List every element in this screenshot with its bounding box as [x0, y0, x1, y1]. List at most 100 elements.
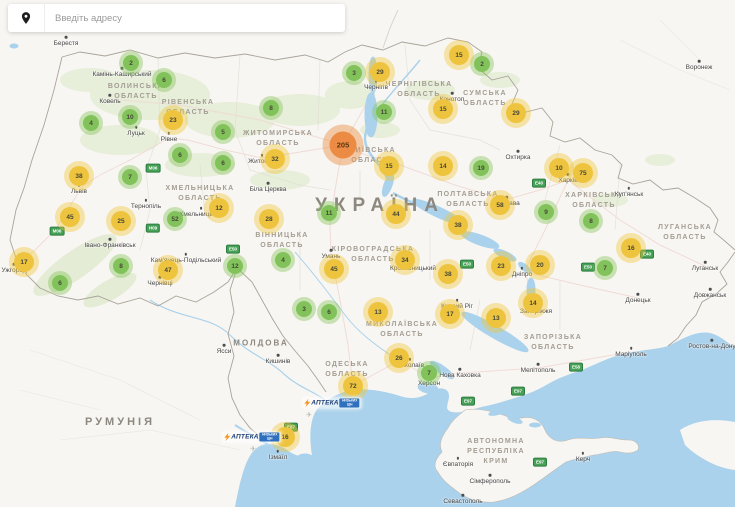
- map-cluster-marker[interactable]: 6: [156, 72, 172, 88]
- road-sign: Е50: [459, 259, 475, 269]
- road-sign: Е50: [225, 244, 241, 254]
- crimea-peninsula: [434, 408, 639, 503]
- map-cluster-marker[interactable]: 32: [265, 149, 285, 169]
- lightning-icon: [304, 398, 311, 408]
- map-cluster-marker[interactable]: 4: [83, 115, 99, 131]
- map-cluster-marker[interactable]: 7: [597, 260, 613, 276]
- map-cluster-marker[interactable]: 12: [209, 198, 229, 218]
- cluster-count: 6: [215, 155, 231, 171]
- map-cluster-marker[interactable]: 6: [321, 304, 337, 320]
- map-cluster-marker[interactable]: 4: [275, 252, 291, 268]
- map-cluster-marker[interactable]: 38: [438, 264, 458, 284]
- map-cluster-marker[interactable]: 75: [573, 163, 593, 183]
- map-cluster-marker[interactable]: 14: [433, 156, 453, 176]
- lightning-icon: [224, 432, 231, 442]
- map-cluster-marker[interactable]: 11: [321, 205, 337, 221]
- cluster-count: 14: [433, 156, 453, 176]
- map-cluster-marker[interactable]: 7: [421, 365, 437, 381]
- cluster-count: 23: [491, 256, 511, 276]
- map-cluster-marker[interactable]: 52: [167, 211, 183, 227]
- map-cluster-marker[interactable]: 8: [263, 100, 279, 116]
- map-cluster-marker[interactable]: 3: [346, 65, 362, 81]
- cluster-count: 17: [440, 304, 460, 324]
- map-cluster-marker[interactable]: 13: [486, 308, 506, 328]
- cluster-count: 32: [265, 149, 285, 169]
- road-sign: М06: [145, 163, 161, 173]
- map-cluster-marker[interactable]: 19: [473, 160, 489, 176]
- cluster-count: 15: [433, 99, 453, 119]
- map-cluster-marker[interactable]: 12: [227, 258, 243, 274]
- cluster-count: 15: [449, 45, 469, 65]
- map-cluster-marker[interactable]: 72: [343, 376, 363, 396]
- cluster-count: 2: [474, 56, 490, 72]
- cluster-count: 10: [549, 158, 569, 178]
- map-cluster-marker[interactable]: 38: [448, 215, 468, 235]
- road-sign: Е58: [568, 362, 584, 372]
- ukraine-border: [9, 9, 735, 439]
- map-cluster-marker[interactable]: 10: [122, 109, 138, 125]
- map-cluster-marker[interactable]: 15: [379, 156, 399, 176]
- cluster-count: 44: [386, 204, 406, 224]
- map-cluster-marker[interactable]: 8: [583, 213, 599, 229]
- cluster-count: 20: [530, 255, 550, 275]
- road-sign: Е97: [460, 396, 476, 406]
- cluster-count: 72: [343, 376, 363, 396]
- map-cluster-marker[interactable]: 6: [172, 147, 188, 163]
- map-cluster-marker[interactable]: 29: [506, 103, 526, 123]
- pharmacy-marker[interactable]: АПТЕКА НИЗЬКИХ ЦІН: [222, 431, 282, 443]
- map-cluster-marker[interactable]: 11: [376, 104, 392, 120]
- cluster-count: 8: [583, 213, 599, 229]
- cluster-count: 6: [321, 304, 337, 320]
- map-cluster-marker[interactable]: 58: [490, 195, 510, 215]
- map-cluster-marker[interactable]: 9: [538, 204, 554, 220]
- map-cluster-marker[interactable]: 205: [329, 131, 357, 159]
- map-cluster-marker[interactable]: 47: [158, 260, 178, 280]
- map-cluster-marker[interactable]: 2: [474, 56, 490, 72]
- map-cluster-marker[interactable]: 17: [440, 304, 460, 324]
- map-cluster-marker[interactable]: 14: [523, 293, 543, 313]
- map-cluster-marker[interactable]: 17: [14, 252, 34, 272]
- map-cluster-marker[interactable]: 23: [491, 256, 511, 276]
- map-cluster-marker[interactable]: 23: [163, 110, 183, 130]
- pharmacy-brand-label: АПТЕКА: [311, 399, 339, 407]
- map-cluster-marker[interactable]: 20: [530, 255, 550, 275]
- map-cluster-marker[interactable]: 15: [433, 99, 453, 119]
- map-cluster-marker[interactable]: 6: [52, 275, 68, 291]
- cluster-count: 7: [597, 260, 613, 276]
- map-cluster-marker[interactable]: 6: [215, 155, 231, 171]
- map-cluster-marker[interactable]: 38: [69, 166, 89, 186]
- map-cluster-marker[interactable]: 7: [122, 169, 138, 185]
- road-sign: Е97: [532, 457, 548, 467]
- cluster-count: 13: [368, 302, 388, 322]
- address-search-input[interactable]: [45, 4, 345, 32]
- map-cluster-marker[interactable]: 25: [111, 211, 131, 231]
- cluster-count: 8: [113, 258, 129, 274]
- map-cluster-marker[interactable]: 8: [113, 258, 129, 274]
- map-cluster-marker[interactable]: 45: [60, 207, 80, 227]
- cluster-count: 3: [296, 301, 312, 317]
- map-cluster-marker[interactable]: 28: [259, 209, 279, 229]
- cluster-count: 10: [122, 109, 138, 125]
- map-cluster-marker[interactable]: 16: [621, 238, 641, 258]
- map-cluster-marker[interactable]: 45: [324, 259, 344, 279]
- pharmacy-badge-label: НИЗЬКИХ ЦІН: [259, 432, 280, 442]
- cluster-count: 7: [122, 169, 138, 185]
- map-cluster-marker[interactable]: 2: [123, 55, 139, 71]
- map-cluster-marker[interactable]: 10: [549, 158, 569, 178]
- map-cluster-marker[interactable]: 26: [389, 348, 409, 368]
- map-cluster-marker[interactable]: 13: [368, 302, 388, 322]
- map-cluster-marker[interactable]: 3: [296, 301, 312, 317]
- cluster-count: 12: [227, 258, 243, 274]
- pharmacy-marker[interactable]: АПТЕКА НИЗЬКИХ ЦІН: [302, 397, 362, 409]
- map-cluster-marker[interactable]: 34: [395, 250, 415, 270]
- map-cluster-marker[interactable]: 44: [386, 204, 406, 224]
- cluster-count: 6: [156, 72, 172, 88]
- map-cluster-marker[interactable]: 5: [215, 124, 231, 140]
- cluster-count: 45: [60, 207, 80, 227]
- cluster-count: 6: [52, 275, 68, 291]
- map-cluster-marker[interactable]: 15: [449, 45, 469, 65]
- cluster-count: 6: [172, 147, 188, 163]
- map-cluster-marker[interactable]: 29: [370, 62, 390, 82]
